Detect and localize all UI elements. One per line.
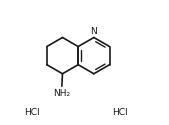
Text: HCl: HCl [112,108,127,117]
Text: N: N [91,27,97,36]
Text: HCl: HCl [24,108,40,117]
Text: NH₂: NH₂ [53,89,70,98]
